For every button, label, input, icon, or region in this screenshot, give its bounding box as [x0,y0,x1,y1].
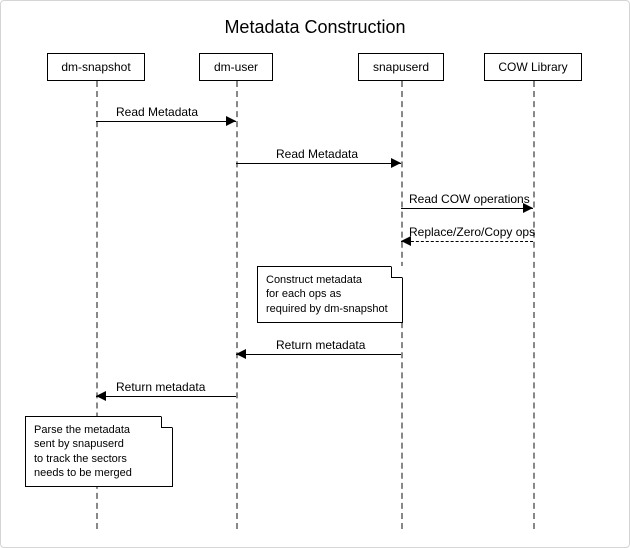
participant-label: snapuserd [373,60,429,74]
participant-dm-user: dm-user [199,53,273,81]
note-parse-metadata: Parse the metadata sent by snapuserd to … [25,416,173,487]
note-line: Construct metadata [266,273,394,287]
note-fold-icon [161,416,173,428]
arrow-head [96,391,106,401]
note-line: to track the sectors [34,452,164,466]
note-construct-metadata: Construct metadata for each ops as requi… [257,266,403,323]
msg-label-read-cow-ops: Read COW operations [409,192,530,206]
lifeline-dm-user [236,81,238,529]
arrow-replace-ops [401,241,533,242]
note-line: required by dm-snapshot [266,302,394,316]
msg-label-read-metadata-2: Read Metadata [276,147,358,161]
msg-label-read-metadata-1: Read Metadata [116,105,198,119]
participant-label: COW Library [498,60,567,74]
participant-dm-snapshot: dm-snapshot [47,53,145,81]
arrow-read-cow-ops [401,208,533,209]
note-line: Parse the metadata [34,423,164,437]
arrow-read-metadata-1 [96,121,236,122]
note-fold-icon [391,266,403,278]
msg-label-return-metadata-2: Return metadata [116,380,205,394]
note-line: for each ops as [266,287,394,301]
arrow-return-metadata-2 [96,396,236,397]
msg-label-return-metadata-1: Return metadata [276,338,365,352]
participant-snapuserd: snapuserd [358,53,444,81]
participant-label: dm-snapshot [61,60,130,74]
arrow-head [236,349,246,359]
note-line: sent by snapuserd [34,437,164,451]
arrow-return-metadata-1 [236,354,401,355]
diagram-title: Metadata Construction [1,17,629,38]
participant-label: dm-user [214,60,258,74]
sequence-diagram-canvas: Metadata Construction dm-snapshot dm-use… [0,0,630,548]
participant-cow-library: COW Library [484,53,582,81]
arrow-head [226,116,236,126]
msg-label-replace-ops: Replace/Zero/Copy ops [409,225,535,239]
note-line: needs to be merged [34,466,164,480]
lifeline-cow-library [533,81,535,529]
arrow-read-metadata-2 [236,163,401,164]
arrow-head [391,158,401,168]
